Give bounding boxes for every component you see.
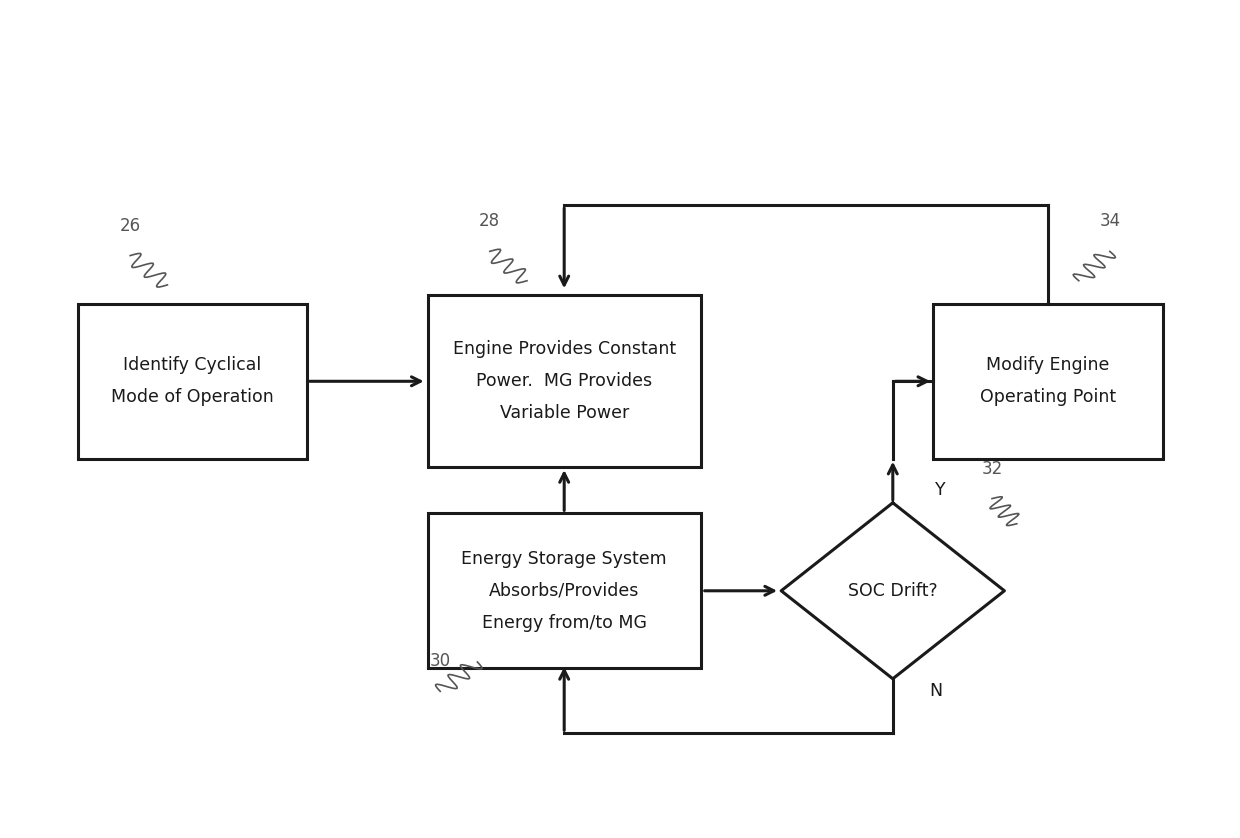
Text: Absorbs/Provides: Absorbs/Provides <box>489 582 640 600</box>
Text: N: N <box>930 682 942 701</box>
Text: 28: 28 <box>479 213 501 230</box>
Text: Energy from/to MG: Energy from/to MG <box>481 613 647 632</box>
Text: Mode of Operation: Mode of Operation <box>110 388 274 406</box>
Text: Variable Power: Variable Power <box>500 404 629 422</box>
Text: 34: 34 <box>1099 213 1121 230</box>
FancyBboxPatch shape <box>932 304 1163 459</box>
Text: Modify Engine: Modify Engine <box>986 356 1110 375</box>
Text: 30: 30 <box>429 653 451 670</box>
FancyBboxPatch shape <box>77 304 306 459</box>
Text: 32: 32 <box>981 460 1003 478</box>
Text: Identify Cyclical: Identify Cyclical <box>123 356 262 375</box>
FancyBboxPatch shape <box>428 295 701 467</box>
Text: SOC Drift?: SOC Drift? <box>848 582 937 600</box>
Text: Y: Y <box>935 481 945 499</box>
FancyBboxPatch shape <box>428 513 701 669</box>
Text: Power.  MG Provides: Power. MG Provides <box>476 372 652 391</box>
Text: Energy Storage System: Energy Storage System <box>461 550 667 568</box>
Text: Engine Provides Constant: Engine Provides Constant <box>453 340 676 359</box>
Text: 26: 26 <box>119 217 141 235</box>
Text: Operating Point: Operating Point <box>980 388 1116 406</box>
